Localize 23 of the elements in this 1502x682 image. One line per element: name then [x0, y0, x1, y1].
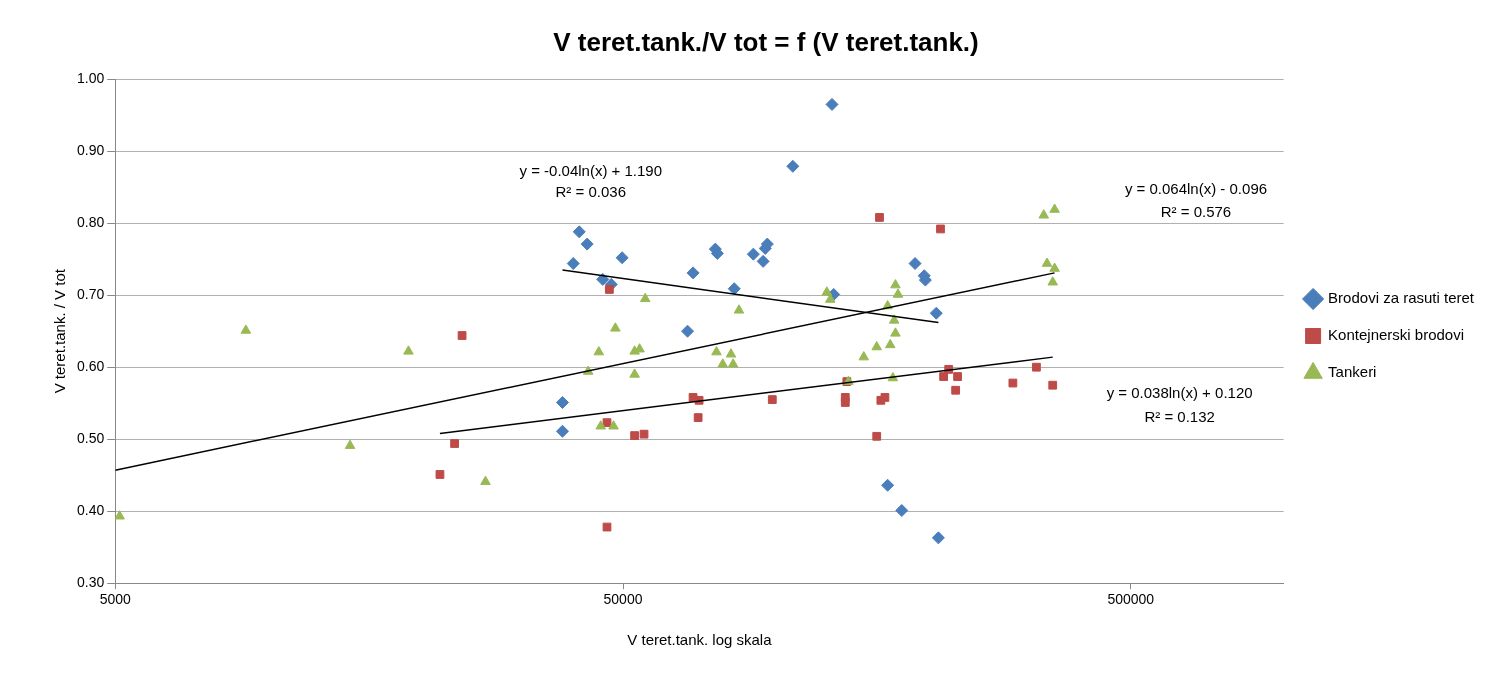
annotation: y = -0.04ln(x) + 1.190 [519, 161, 663, 179]
y-tick-label: 0.70 [77, 286, 105, 303]
annotation: y = 0.038ln(x) + 0.120 [1106, 383, 1253, 401]
legend-label: Kontejnerski brodovi [1328, 326, 1465, 344]
annotation: R² = 0.576 [1160, 202, 1232, 220]
y-tick-label: 0.90 [77, 142, 105, 159]
y-tick-label: 0.50 [77, 430, 105, 447]
annotation: R² = 0.132 [1144, 407, 1215, 425]
legend-label: Tankeri [1328, 363, 1377, 381]
x-tick-label: 5000 [99, 591, 132, 608]
x-tick-label: 50000 [603, 591, 643, 608]
y-tick-label: 0.30 [77, 574, 105, 591]
y-tick-label: 0.80 [77, 214, 105, 231]
y-axis-title: V teret.tank. / V tot [51, 268, 69, 394]
x-tick-label: 500000 [1107, 591, 1155, 608]
legend-label: Brodovi za rasuti teret [1328, 289, 1475, 307]
y-tick-label: 0.40 [77, 502, 105, 519]
annotation: y = 0.064ln(x) - 0.096 [1124, 180, 1268, 198]
x-axis-title: V teret.tank. log skala [627, 631, 773, 649]
y-tick-label: 0.60 [77, 358, 105, 375]
y-tick-label: 1.00 [77, 70, 105, 87]
annotation: R² = 0.036 [555, 183, 626, 201]
chart-title: V teret.tank./V tot = f (V teret.tank.) [553, 26, 979, 57]
